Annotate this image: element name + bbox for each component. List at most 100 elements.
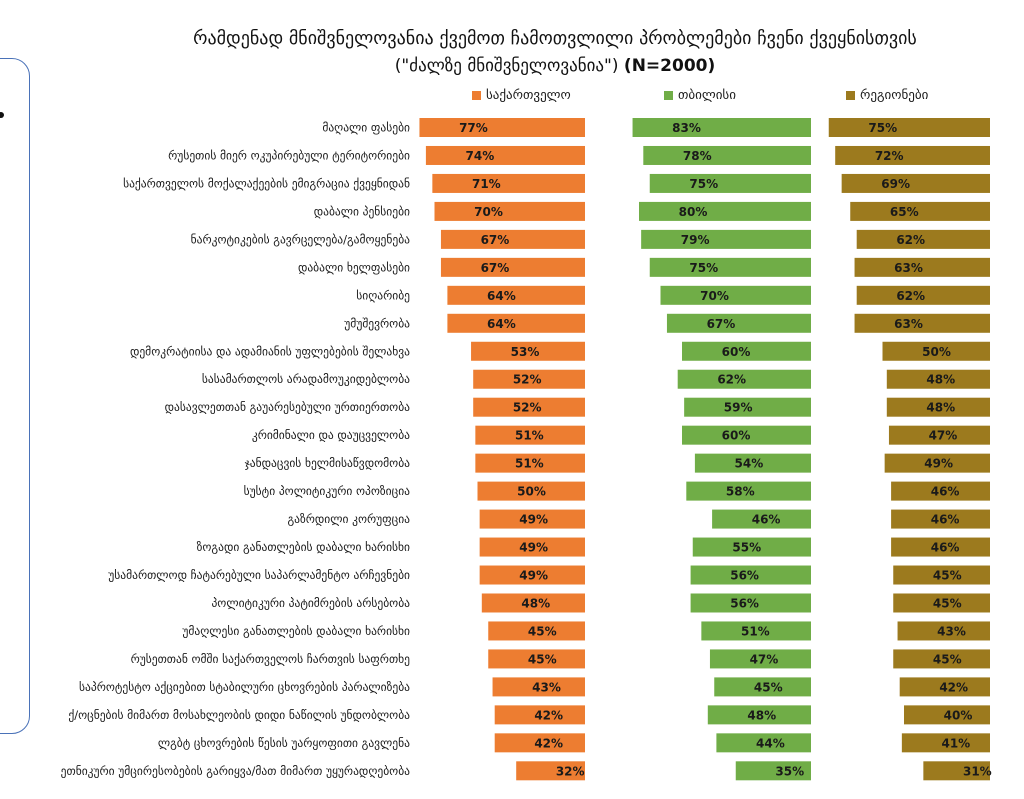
bar-georgia — [440, 229, 585, 249]
data-label-georgia: 48% — [521, 596, 550, 610]
category-label: ჯანდაცვის ხელმისაწვდომობა — [245, 456, 411, 470]
bar-georgia — [516, 761, 585, 781]
bar-tbilisi — [684, 397, 811, 417]
bar-georgia — [477, 481, 585, 501]
bar-regions — [893, 593, 990, 613]
chart-title-line1: რამდენად მნიშვნელოვანია ქვემოთ ჩამოთვლილ… — [193, 28, 917, 49]
category-label: ქ/ოცნების მიმართ მოსახლეობის დიდი ნაწილი… — [68, 708, 410, 722]
chart-title-sample-size: (N=2000) — [623, 56, 716, 76]
bar-tbilisi — [641, 229, 811, 249]
data-label-georgia: 64% — [487, 317, 516, 331]
data-label-regions: 45% — [933, 652, 962, 666]
legend-swatch-georgia — [472, 91, 481, 100]
category-label: დასავლეთთან გაუარესებული ურთიერთობა — [165, 400, 411, 414]
data-label-regions: 46% — [931, 541, 960, 555]
data-label-tbilisi: 67% — [707, 317, 736, 331]
bar-tbilisi — [632, 118, 811, 137]
data-label-georgia: 51% — [515, 457, 544, 471]
data-label-tbilisi: 80% — [679, 205, 708, 219]
category-label: რუსეთთან ომში საქართველოს ჩართვის საფრთხ… — [131, 652, 411, 666]
bar-regions — [856, 285, 990, 305]
bar-regions — [856, 229, 990, 249]
data-label-regions: 49% — [924, 457, 953, 471]
category-label: დემოკრატიისა და ადამიანის უფლებების შელა… — [130, 344, 410, 358]
bar-tbilisi — [666, 313, 811, 333]
data-label-tbilisi: 83% — [672, 121, 701, 135]
bar-regions — [841, 173, 990, 193]
data-label-regions: 48% — [926, 401, 955, 415]
bar-georgia — [479, 565, 585, 585]
side-frame — [0, 58, 30, 734]
data-label-georgia: 45% — [528, 652, 557, 666]
category-label: ნარკოტიკების გავრცელება/გამოყენება — [191, 232, 411, 246]
data-label-regions: 42% — [939, 680, 968, 694]
data-label-georgia: 53% — [511, 345, 540, 359]
bar-tbilisi — [643, 145, 811, 165]
bar-regions — [891, 537, 990, 557]
data-label-regions: 50% — [922, 345, 951, 359]
data-label-tbilisi: 51% — [741, 624, 770, 638]
bar-regions — [901, 733, 990, 753]
data-label-georgia: 49% — [519, 541, 548, 555]
data-label-georgia: 51% — [515, 429, 544, 443]
data-label-tbilisi: 47% — [750, 652, 779, 666]
data-label-tbilisi: 78% — [683, 149, 712, 163]
bar-regions — [886, 369, 990, 389]
data-label-tbilisi: 54% — [735, 457, 764, 471]
data-label-georgia: 52% — [513, 373, 542, 387]
bar-regions — [891, 509, 990, 529]
bar-georgia — [475, 453, 585, 473]
bar-tbilisi — [690, 565, 811, 585]
legend-label-regions: რეგიონები — [860, 88, 929, 103]
bar-tbilisi — [707, 705, 811, 725]
data-label-regions: 62% — [896, 233, 925, 247]
bar-tbilisi — [682, 341, 811, 361]
data-label-tbilisi: 75% — [689, 261, 718, 275]
data-label-regions: 65% — [890, 205, 919, 219]
category-label: სიღარიბე — [356, 288, 410, 302]
bar-tbilisi — [694, 453, 811, 473]
bar-regions — [893, 649, 990, 669]
legend-label-tbilisi: თბილისი — [678, 88, 736, 103]
data-label-georgia: 42% — [534, 736, 563, 750]
data-label-tbilisi: 56% — [730, 596, 759, 610]
bar-tbilisi — [714, 677, 811, 697]
data-label-regions: 45% — [933, 596, 962, 610]
category-label: რუსეთის მიერ ოკუპირებული ტერიტორიები — [168, 148, 410, 162]
data-label-georgia: 49% — [519, 513, 548, 527]
data-label-tbilisi: 48% — [747, 708, 776, 722]
bar-regions — [854, 313, 990, 333]
bar-georgia — [473, 369, 585, 389]
bar-regions — [893, 565, 990, 585]
data-label-tbilisi: 62% — [717, 373, 746, 387]
data-label-georgia: 67% — [481, 233, 510, 247]
data-label-tbilisi: 58% — [726, 485, 755, 499]
legend-item-tbilisi: თბილისი — [664, 88, 736, 103]
data-label-regions: 43% — [937, 624, 966, 638]
data-label-tbilisi: 46% — [752, 513, 781, 527]
data-label-regions: 72% — [875, 149, 904, 163]
category-label: ეთნიკური უმცირესობების გარიყვა/მათ მიმარ… — [61, 764, 411, 778]
bar-georgia — [488, 649, 585, 669]
data-label-georgia: 50% — [517, 485, 546, 499]
data-label-georgia: 77% — [459, 121, 488, 135]
bar-tbilisi — [701, 621, 811, 641]
bar-georgia — [432, 173, 585, 193]
bar-georgia — [494, 733, 585, 753]
bar-georgia — [481, 593, 585, 613]
data-label-tbilisi: 60% — [722, 345, 751, 359]
data-label-georgia: 45% — [528, 624, 557, 638]
bar-georgia — [488, 621, 585, 641]
bar-georgia — [494, 705, 585, 725]
chart-title-line2: ("ძალზე მნიშვნელოვანია") (N=2000) — [90, 56, 1020, 76]
category-label: სუსტი პოლიტიკური ოპოზიცია — [244, 484, 410, 498]
data-label-tbilisi: 45% — [754, 680, 783, 694]
data-label-tbilisi: 60% — [722, 429, 751, 443]
bar-regions — [828, 118, 990, 137]
data-label-georgia: 67% — [481, 261, 510, 275]
bar-tbilisi — [639, 201, 811, 221]
data-label-georgia: 70% — [474, 205, 503, 219]
bar-georgia — [479, 509, 585, 529]
data-label-regions: 62% — [896, 289, 925, 303]
